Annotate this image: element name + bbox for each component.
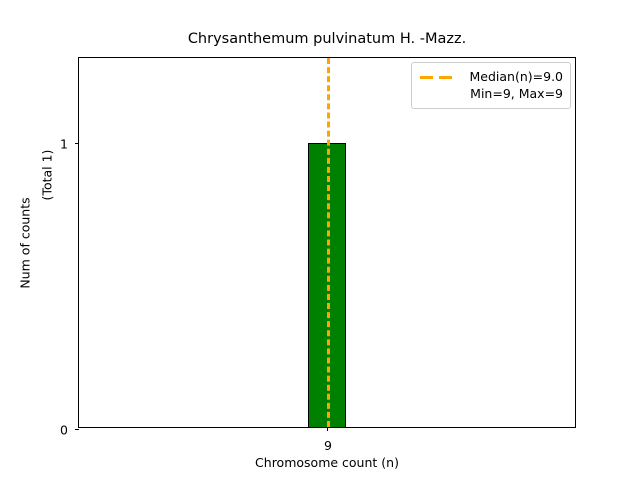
legend-text-group: Median(n)=9.0 Min=9, Max=9 [463,69,564,102]
x-tick-label-9: 9 [324,438,332,453]
chart-title: Chrysanthemum pulvinatum H. -Mazz. [187,31,467,47]
x-axis-label: Chromosome count (n) [255,455,399,470]
y-axis-sublabel-group: (Total 1) [0,57,80,428]
legend-minmax-label: Min=9, Max=9 [470,85,563,101]
y-tick-mark-0: 0 [60,423,79,438]
plot-area: 0 1 9 [60,57,576,453]
y-tick-mark-1: 1 [60,137,79,152]
plot-contents [79,58,575,427]
y-tick-label-1: 1 [60,136,68,152]
legend: Median(n)=9.0 Min=9, Max=9 [411,62,571,109]
y-tick-label-0: 0 [60,422,68,438]
x-tick-mark-9: 9 [324,427,332,453]
median-line [327,58,330,427]
legend-median-line-icon [419,69,455,86]
legend-median-label: Median(n)=9.0 [469,69,564,84]
y-axis-total-label: (Total 1) [39,149,55,201]
